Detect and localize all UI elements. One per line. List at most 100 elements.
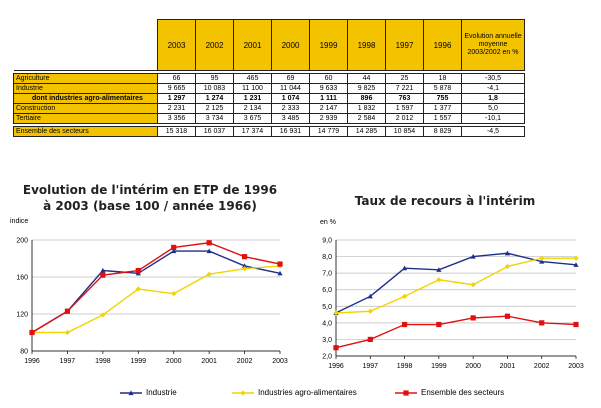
- table-cell: 7 221: [385, 83, 424, 94]
- y-tick-label: 5,0: [322, 304, 332, 311]
- data-point: [504, 250, 511, 256]
- data-point: [277, 270, 283, 276]
- data-point: [171, 248, 177, 254]
- x-tick-label: 2000: [465, 363, 481, 370]
- legend-item: Industrie: [120, 388, 177, 397]
- evolution-cell: -10,1: [461, 113, 525, 124]
- x-tick-label: 1997: [362, 363, 378, 370]
- y-tick-label: 8,0: [322, 254, 332, 261]
- data-point: [539, 320, 545, 326]
- table-cell: 14 285: [347, 126, 386, 137]
- table-cell: 763: [385, 93, 424, 104]
- table-cell: 11 100: [233, 83, 272, 94]
- table-row: Industrie 9 665 10 083 11 100 11 044 9 633 9 8…: [13, 83, 525, 94]
- x-tick-label: 2002: [534, 363, 550, 370]
- data-point: [333, 310, 339, 316]
- chart2-plot: 2,0 3,0 4,0 5,0 6,0 7,0 8,0 9,0 1996 1997 1998 1999…: [322, 238, 584, 371]
- table-cell: 2 012: [385, 113, 424, 124]
- data-point: [436, 267, 442, 272]
- evolution-cell: -30,5: [461, 73, 525, 84]
- y-tick-label: 80: [20, 349, 28, 356]
- year-header: 1996: [423, 19, 462, 71]
- table-cell: 1 377: [423, 103, 462, 114]
- table-cell: 16 037: [195, 126, 234, 137]
- year-header: 1998: [347, 19, 386, 71]
- table-cell: 3 734: [195, 113, 234, 124]
- table-cell: 1 074: [271, 93, 310, 104]
- data-point: [539, 255, 545, 261]
- table-cell: 2 939: [309, 113, 348, 124]
- table-cell: 25: [385, 73, 424, 84]
- data-point: [135, 267, 141, 274]
- x-tick-label: 2001: [500, 363, 516, 370]
- table-cell: 1 274: [195, 93, 234, 104]
- data-point: [171, 291, 177, 297]
- evolution-cell: 5,0: [461, 103, 525, 114]
- table-cell: 3 485: [271, 113, 310, 124]
- data-point: [241, 254, 248, 260]
- row-label: Agriculture: [13, 73, 158, 84]
- table-cell: 2 231: [157, 103, 196, 114]
- data-point: [367, 308, 373, 314]
- data-point: [206, 248, 212, 254]
- table-cell: 3 356: [157, 113, 196, 124]
- table-row: dont industries agro-alimentaires 1 297 1 …: [13, 93, 525, 104]
- table-cell: 465: [233, 73, 272, 84]
- data-point: [470, 282, 476, 288]
- table-cell: 896: [347, 93, 386, 104]
- year-header: 1999: [309, 19, 348, 71]
- data-point: [470, 315, 476, 321]
- data-point: [100, 272, 106, 278]
- chart1-ylabel: indice: [10, 218, 29, 225]
- table-cell: 2 333: [271, 103, 310, 114]
- data-point: [436, 321, 442, 328]
- table-cell: 9 633: [309, 83, 348, 94]
- table-cell: 1 832: [347, 103, 386, 114]
- data-point: [539, 258, 545, 264]
- table-cell: 17 374: [233, 126, 272, 137]
- y-tick-label: 9,0: [322, 238, 332, 245]
- evolution-cell: -4,5: [461, 126, 525, 137]
- table-row: Agriculture 66 95 465 69 60 44 25 18 -30,5: [13, 73, 525, 84]
- table-cell: 2 125: [195, 103, 234, 114]
- year-header: 2000: [271, 19, 310, 71]
- series-line: [32, 265, 281, 334]
- data-point: [64, 329, 71, 336]
- chart1-title: Evolution de l'intérim en ETP de 1996 à …: [22, 183, 278, 213]
- y-tick-label: 7,0: [322, 271, 332, 278]
- evolution-header: Evolution annuelle moyenne 2003/2002 en …: [461, 19, 525, 71]
- chart2-ylabel: en %: [320, 219, 336, 226]
- table-cell: 1 111: [309, 93, 348, 104]
- table-cell: 9 665: [157, 83, 196, 94]
- table-cell: 2 134: [233, 103, 272, 114]
- year-header: 2001: [233, 19, 272, 71]
- row-label: Industrie: [13, 83, 158, 94]
- legend-label: Industries agro-alimentaires: [258, 388, 357, 397]
- table-cell: 10 854: [385, 126, 424, 137]
- data-point: [573, 262, 579, 267]
- table-cell: 8 829: [423, 126, 462, 137]
- data-point: [504, 313, 511, 319]
- legend-label: Industrie: [146, 388, 177, 397]
- employment-table: 2003 2002 2001 2000 1999 1998 1997 1996 Evolutio…: [13, 19, 525, 137]
- table-cell: 14 779: [309, 126, 348, 137]
- x-tick-label: 1999: [130, 358, 146, 365]
- x-tick-label: 2002: [237, 358, 253, 365]
- x-tick-label: 1998: [95, 358, 111, 365]
- series-line: [335, 257, 576, 314]
- table-cell: 2 584: [347, 113, 386, 124]
- data-point: [401, 293, 408, 299]
- evolution-cell: -4,1: [461, 83, 525, 94]
- table-cell: 1 297: [157, 93, 196, 104]
- data-point: [29, 329, 35, 336]
- table-row: Construction 2 231 2 125 2 134 2 333 2 147 1 8…: [13, 103, 525, 114]
- table-cell: 755: [423, 93, 462, 104]
- data-point: [367, 293, 373, 299]
- table-cell: 18: [423, 73, 462, 84]
- data-point: [573, 255, 579, 261]
- legend-swatch: [395, 389, 417, 397]
- data-point: [100, 267, 106, 273]
- data-point: [401, 265, 408, 271]
- table-cell: 9 825: [347, 83, 386, 94]
- table-cell: 1 597: [385, 103, 424, 114]
